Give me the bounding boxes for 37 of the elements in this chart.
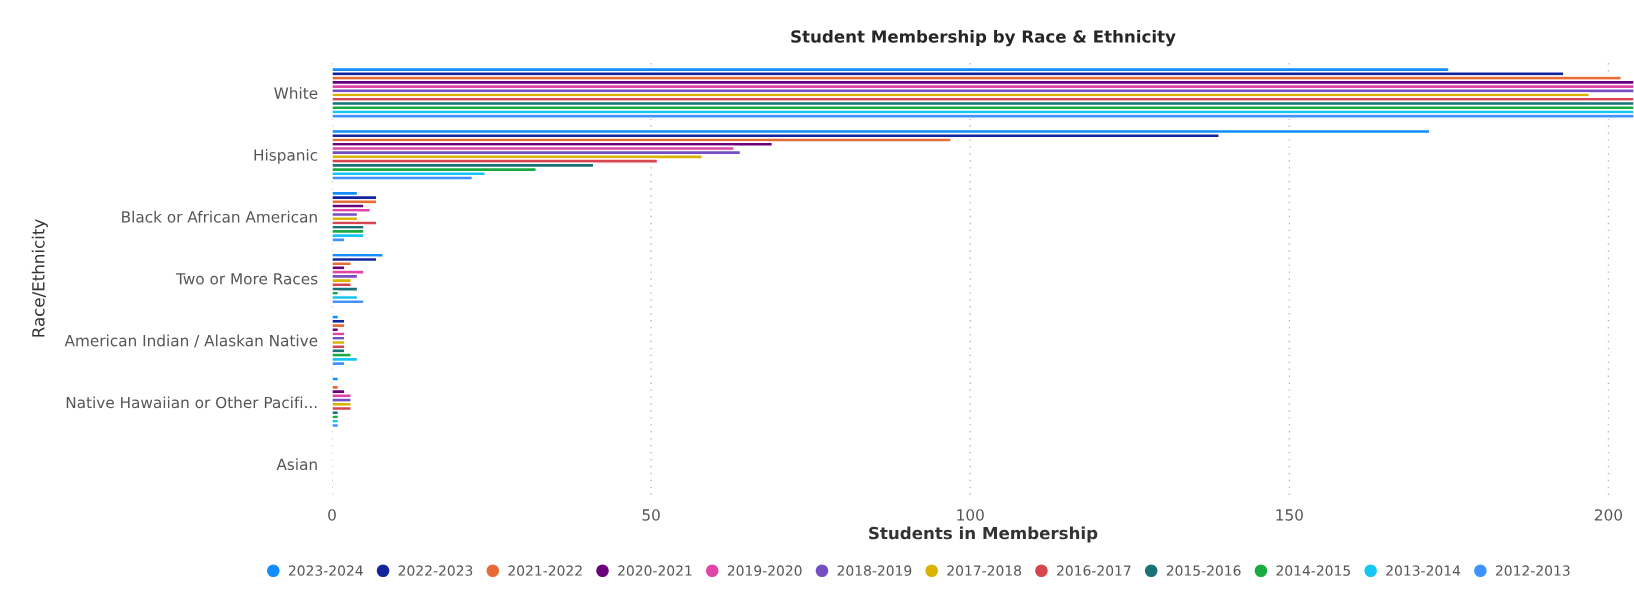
legend-label: 2013-2014 <box>1386 565 1461 576</box>
bar <box>332 286 359 292</box>
x-tick-label: 150 <box>1276 509 1303 521</box>
y-tick-label: Hispanic <box>254 148 318 164</box>
x-axis-title: Students in Membership <box>869 526 1098 543</box>
y-tick-label: Black or African American <box>122 210 317 223</box>
y-tick-label: Asian <box>276 458 317 471</box>
bar <box>332 397 352 403</box>
bar <box>332 269 365 275</box>
legend-label: 2014-2015 <box>1276 565 1350 576</box>
y-tick-label: Two or More Races <box>175 273 318 285</box>
x-tick-label: 200 <box>1595 509 1623 521</box>
legend-label: 2017-2018 <box>947 565 1022 576</box>
bar <box>332 220 378 226</box>
legend-label: 2015-2016 <box>1166 565 1241 576</box>
legend-label: 2012-2013 <box>1495 565 1570 576</box>
chart-title: Student Membership by Race & Ethnicity <box>791 29 1176 47</box>
x-tick-label: 50 <box>642 509 660 521</box>
legend-label: 2016-2017 <box>1057 565 1131 576</box>
bar <box>332 376 340 382</box>
bar <box>332 331 346 337</box>
legend-label: 2019-2020 <box>727 565 802 576</box>
legend-label: 2018-2019 <box>837 565 912 576</box>
bar <box>332 113 1634 119</box>
y-axis-title: Race/Ethnicity <box>31 219 48 337</box>
bar <box>332 414 340 420</box>
x-tick-label: 0 <box>328 509 336 521</box>
bar <box>332 299 365 305</box>
legend-label: 2021-2022 <box>508 565 582 576</box>
legend-label: 2023-2024 <box>288 565 363 576</box>
y-tick-label: American Indian / Alaskan Native <box>64 334 318 348</box>
y-tick-label: White <box>274 87 318 99</box>
bar <box>332 422 340 429</box>
legend-label: 2020-2021 <box>618 565 692 576</box>
x-tick-label: 100 <box>957 509 984 521</box>
y-tick-label: Native Hawaiian or Other Pacifi... <box>66 396 317 409</box>
legend-label: 2022-2023 <box>398 565 473 576</box>
